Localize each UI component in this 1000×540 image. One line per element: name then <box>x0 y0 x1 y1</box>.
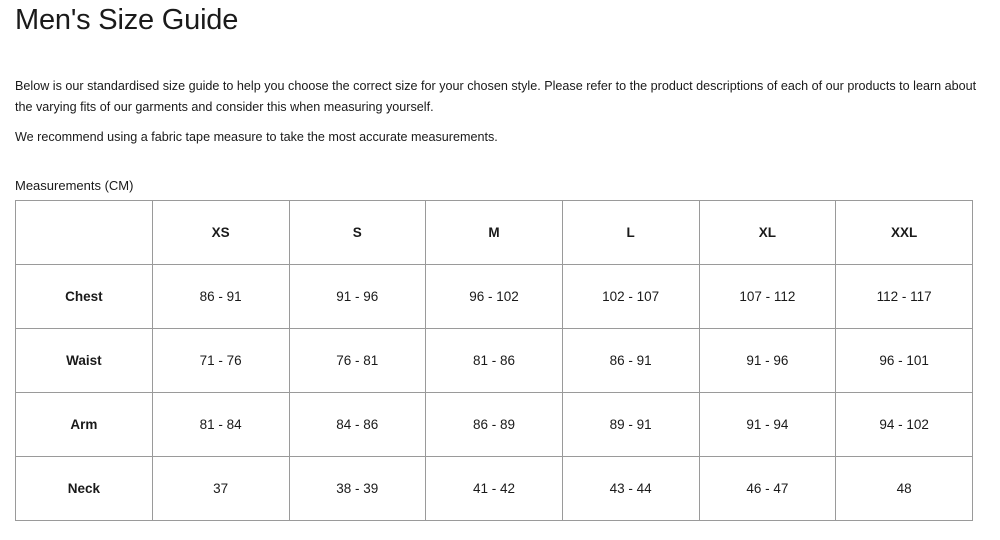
measurement-value: 84 - 86 <box>288 392 427 457</box>
table-row: Arm 81 - 84 84 - 86 86 - 89 89 - 91 91 - 94 94… <box>15 392 973 457</box>
size-header: XS <box>151 200 290 265</box>
intro-text: Below is our standardised size guide to … <box>15 79 977 114</box>
measurement-value: 112 - 117 <box>835 264 973 329</box>
measurement-label: Chest <box>15 264 153 329</box>
measurement-value: 102 - 107 <box>561 264 700 329</box>
measurement-value: 86 - 89 <box>425 392 563 457</box>
size-header: M <box>425 200 563 265</box>
measurement-value: 38 - 39 <box>288 456 427 521</box>
table-row: Waist 71 - 76 76 - 81 81 - 86 86 - 91 91 - 96… <box>15 328 973 393</box>
measurement-value: 91 - 96 <box>698 328 837 393</box>
size-header: L <box>561 200 700 265</box>
measurement-value: 96 - 101 <box>835 328 973 393</box>
measurement-value: 71 - 76 <box>151 328 290 393</box>
measurement-label: Neck <box>15 456 153 521</box>
measurement-value: 91 - 96 <box>288 264 427 329</box>
measurement-value: 96 - 102 <box>425 264 563 329</box>
table-row: Neck 37 38 - 39 41 - 42 43 - 44 46 - 47 48 <box>15 456 973 521</box>
table-caption: Measurements (CM) <box>15 178 134 193</box>
measurement-value: 81 - 86 <box>425 328 563 393</box>
measurement-value: 91 - 94 <box>698 392 837 457</box>
page-title: Men's Size Guide <box>15 4 239 36</box>
measurement-value: 76 - 81 <box>288 328 427 393</box>
measurement-value: 107 - 112 <box>698 264 837 329</box>
measurement-value: 89 - 91 <box>561 392 700 457</box>
measurement-value: 41 - 42 <box>425 456 563 521</box>
header-empty-cell <box>15 200 153 265</box>
size-header: S <box>288 200 427 265</box>
measurement-value: 86 - 91 <box>561 328 700 393</box>
size-header: XL <box>698 200 837 265</box>
measurement-label: Arm <box>15 392 153 457</box>
measurement-value: 37 <box>151 456 290 521</box>
measurement-value: 43 - 44 <box>561 456 700 521</box>
measurement-value: 86 - 91 <box>151 264 290 329</box>
measurement-value: 46 - 47 <box>698 456 837 521</box>
measurement-label: Waist <box>15 328 153 393</box>
size-table: XS S M L XL XXL Chest 86 - 91 91 - 96 96 - 102 10… <box>15 200 973 521</box>
measurement-value: 94 - 102 <box>835 392 973 457</box>
table-row: Chest 86 - 91 91 - 96 96 - 102 102 - 107 107 … <box>15 264 973 329</box>
recommendation-text: We recommend using a fabric tape measure… <box>15 130 498 144</box>
size-header: XXL <box>835 200 973 265</box>
header-row: XS S M L XL XXL <box>15 200 973 265</box>
measurement-value: 81 - 84 <box>151 392 290 457</box>
measurement-value: 48 <box>835 456 973 521</box>
